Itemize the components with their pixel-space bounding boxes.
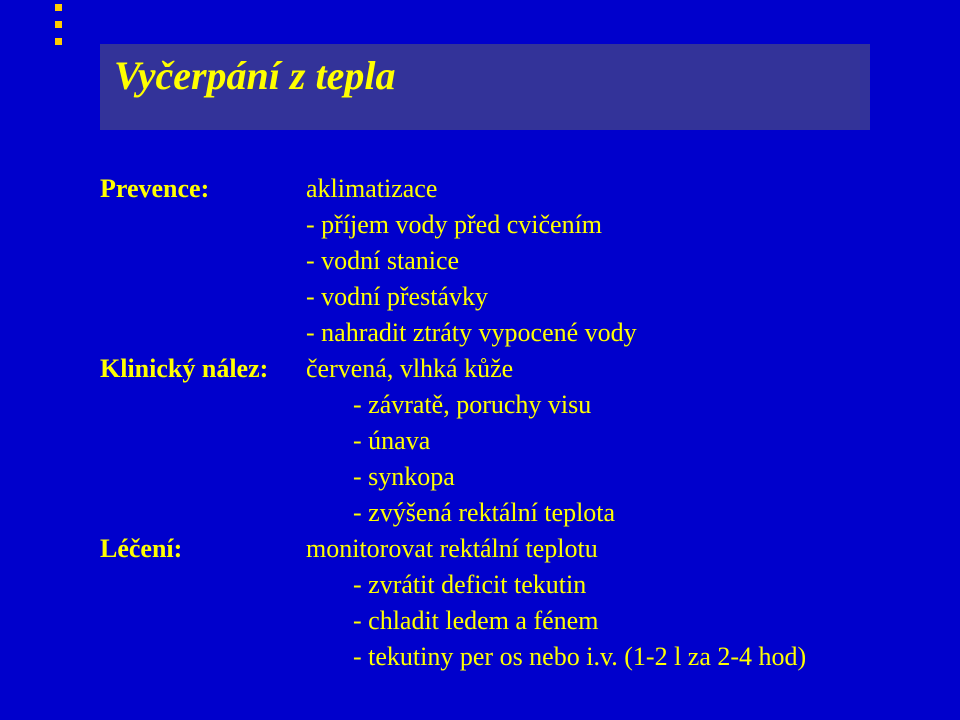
text-klinicky-4: - zvýšená rektální teplota [100,496,900,530]
text-klinicky-3: - synkopa [100,460,900,494]
text-prevence-0: aklimatizace [306,172,900,206]
text-prevence-1: - příjem vody před cvičením [100,208,900,242]
slide-title: Vyčerpání z tepla [114,52,395,99]
label-klinicky: Klinický nález: [100,352,306,386]
decorative-bullets [55,4,85,55]
text-klinicky-1: - závratě, poruchy visu [100,388,900,422]
bullet-square [55,4,62,11]
row-klinicky: Klinický nález: červená, vlhká kůže [100,352,900,386]
slide: Vyčerpání z tepla Prevence: aklimatizace… [0,0,960,720]
label-prevence: Prevence: [100,172,306,206]
title-band: Vyčerpání z tepla [100,44,870,130]
text-leceni-0: monitorovat rektální teplotu [306,532,900,566]
text-leceni-3: - tekutiny per os nebo i.v. (1-2 l za 2-… [100,640,900,674]
slide-content: Prevence: aklimatizace - příjem vody pře… [100,172,900,676]
text-prevence-3: - vodní přestávky [100,280,900,314]
bullet-square [55,38,62,45]
row-leceni: Léčení: monitorovat rektální teplotu [100,532,900,566]
text-leceni-2: - chladit ledem a fénem [100,604,900,638]
text-klinicky-0: červená, vlhká kůže [306,352,900,386]
text-klinicky-2: - únava [100,424,900,458]
text-prevence-2: - vodní stanice [100,244,900,278]
text-leceni-1: - zvrátit deficit tekutin [100,568,900,602]
bullet-square [55,21,62,28]
label-leceni: Léčení: [100,532,306,566]
row-prevence: Prevence: aklimatizace [100,172,900,206]
text-prevence-4: - nahradit ztráty vypocené vody [100,316,900,350]
